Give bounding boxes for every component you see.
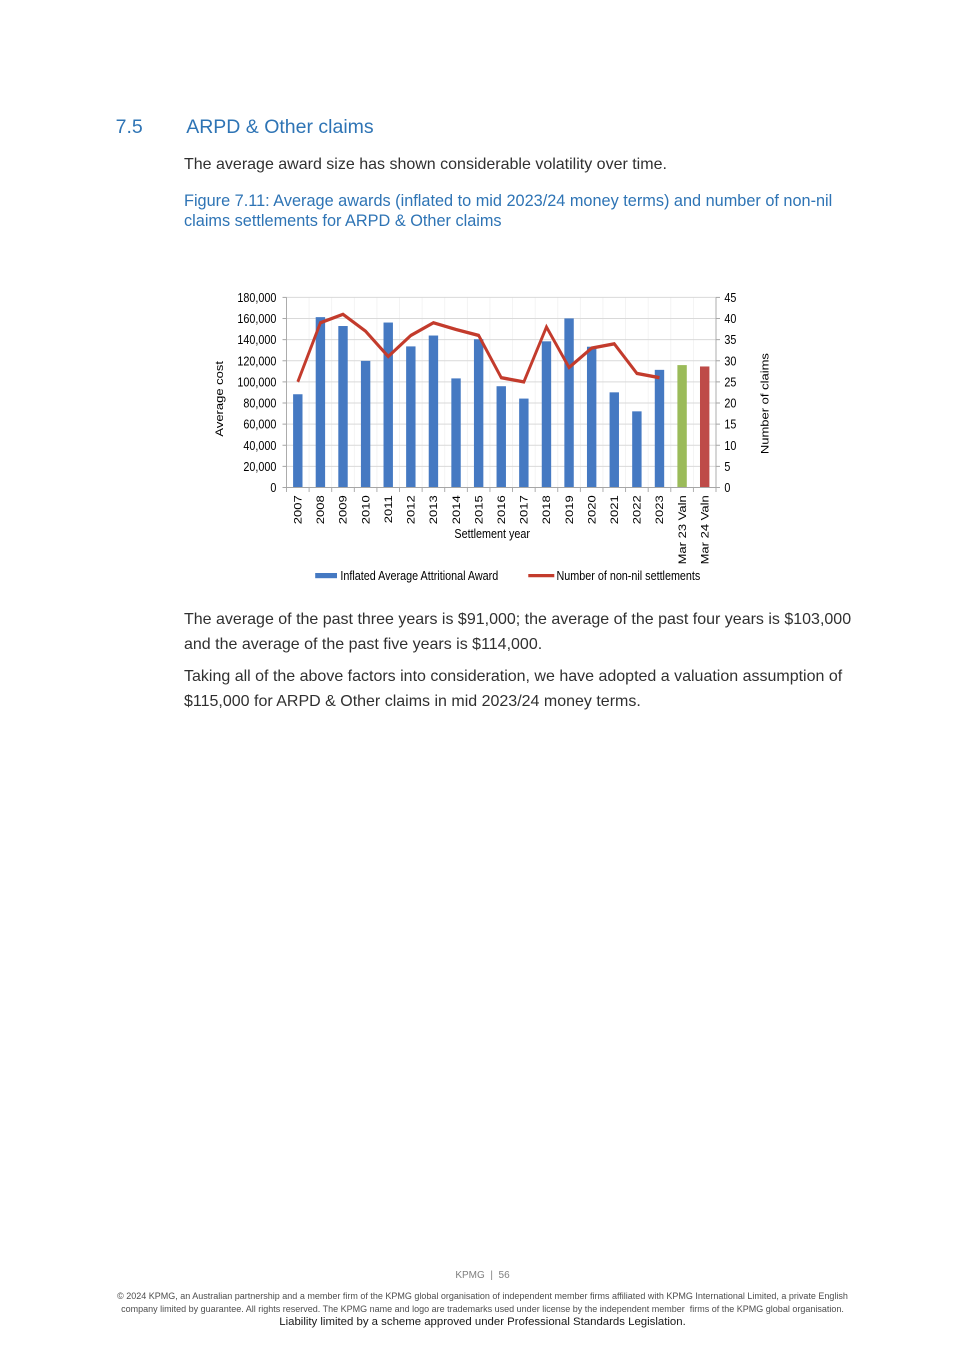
svg-text:Average cost: Average cost — [213, 360, 226, 436]
svg-text:2013: 2013 — [427, 495, 440, 524]
svg-text:0: 0 — [270, 480, 276, 495]
svg-text:30: 30 — [724, 353, 736, 368]
svg-text:2008: 2008 — [314, 495, 327, 524]
svg-text:2015: 2015 — [472, 495, 485, 524]
svg-text:2017: 2017 — [518, 495, 531, 524]
svg-text:20,000: 20,000 — [243, 459, 276, 474]
svg-text:0: 0 — [724, 480, 730, 495]
svg-text:20: 20 — [724, 396, 736, 411]
svg-text:45: 45 — [724, 290, 736, 305]
svg-text:Settlement year: Settlement year — [454, 526, 530, 541]
svg-text:180,000: 180,000 — [237, 290, 276, 305]
svg-text:2009: 2009 — [337, 495, 350, 524]
svg-text:2019: 2019 — [563, 495, 576, 524]
svg-text:100,000: 100,000 — [237, 374, 276, 389]
svg-text:2016: 2016 — [495, 495, 508, 524]
svg-text:2020: 2020 — [585, 495, 598, 524]
svg-text:2007: 2007 — [292, 495, 305, 524]
svg-text:Mar 24 Valn: Mar 24 Valn — [698, 495, 711, 564]
svg-text:60,000: 60,000 — [243, 417, 276, 432]
svg-text:10: 10 — [724, 438, 736, 453]
svg-text:160,000: 160,000 — [237, 311, 276, 326]
svg-text:35: 35 — [724, 332, 736, 347]
svg-text:2018: 2018 — [540, 495, 553, 524]
svg-text:15: 15 — [724, 417, 736, 432]
svg-text:2012: 2012 — [405, 495, 418, 524]
svg-text:2011: 2011 — [382, 495, 395, 523]
svg-text:5: 5 — [724, 459, 730, 474]
svg-text:Mar 23 Valn: Mar 23 Valn — [676, 495, 689, 564]
svg-text:Inflated Average Attritional A: Inflated Average Attritional Award — [340, 568, 498, 583]
svg-text:140,000: 140,000 — [237, 332, 276, 347]
svg-text:40,000: 40,000 — [243, 438, 276, 453]
svg-text:40: 40 — [724, 311, 736, 326]
svg-text:2022: 2022 — [631, 495, 644, 524]
svg-text:2014: 2014 — [450, 495, 463, 524]
svg-text:120,000: 120,000 — [237, 353, 276, 368]
svg-text:2021: 2021 — [608, 495, 621, 524]
svg-text:2010: 2010 — [359, 495, 372, 524]
svg-text:Number of non-nil settlements: Number of non-nil settlements — [556, 568, 700, 583]
svg-text:25: 25 — [724, 374, 736, 389]
svg-text:80,000: 80,000 — [243, 396, 276, 411]
svg-text:Number of claims: Number of claims — [758, 353, 771, 454]
svg-text:2023: 2023 — [653, 495, 666, 524]
